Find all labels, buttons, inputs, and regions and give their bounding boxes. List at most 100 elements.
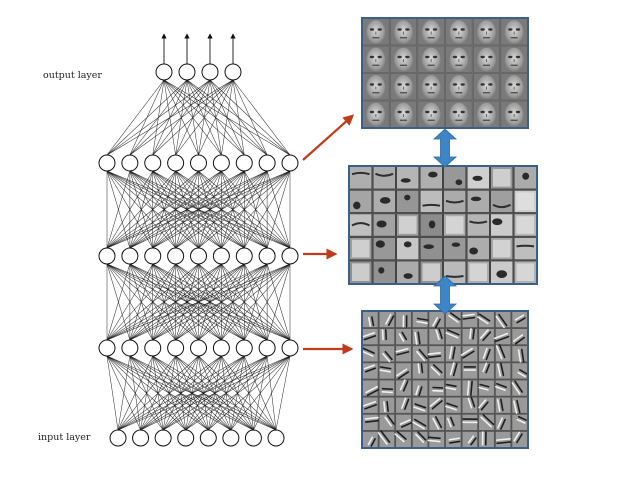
faces-panel-frame	[361, 17, 529, 129]
edge-feature-tile	[395, 328, 412, 346]
connection-edge	[106, 79, 188, 156]
hidden-unit	[167, 154, 185, 172]
edge-feature-tile	[511, 311, 528, 328]
part-feature-tile	[372, 213, 396, 237]
face-feature-tile	[389, 18, 418, 46]
edge-feature-tile	[477, 311, 495, 328]
connection-edge	[106, 79, 165, 156]
connection-edge	[244, 170, 291, 249]
connection-edge	[175, 263, 291, 341]
hidden-unit	[167, 247, 185, 265]
connection-edge	[117, 355, 199, 431]
edge-feature-tile	[478, 362, 495, 380]
edge-feature-tile	[461, 431, 479, 448]
edge-feature-tile	[461, 328, 479, 346]
part-feature-tile	[490, 260, 514, 284]
edge-feature-tile	[461, 379, 479, 397]
hidden-unit	[258, 339, 276, 357]
input-unit	[154, 429, 172, 447]
connection-edge	[129, 79, 234, 156]
output-layer-label: output layer	[43, 70, 102, 81]
connection-edge	[232, 79, 245, 156]
edge-feature-tile	[378, 362, 396, 380]
part-feature-tile	[513, 260, 537, 284]
part-feature-tile	[419, 213, 443, 237]
input-layer-label: input layer	[38, 432, 91, 443]
connection-edge	[106, 79, 234, 156]
connection-edge	[106, 170, 222, 249]
edge-feature-tile	[428, 379, 445, 397]
hidden-unit	[98, 154, 116, 172]
connection-edge	[129, 263, 291, 341]
layer-to-feature-arrows	[302, 114, 355, 355]
connection-edge	[221, 263, 291, 341]
input-unit	[132, 429, 150, 447]
edge-feature-tile	[362, 311, 379, 328]
connection-edge	[129, 170, 291, 249]
edge-feature-tile	[377, 430, 396, 448]
face-feature-tile	[362, 100, 390, 128]
edge-feature-tile	[378, 379, 396, 397]
edge-feature-tile	[445, 431, 462, 448]
red-arrow	[302, 114, 355, 161]
connection-edge	[266, 170, 291, 249]
part-feature-tile	[349, 213, 373, 237]
input-unit	[267, 429, 285, 447]
edge-feature-tile	[461, 413, 479, 431]
edge-feature-tile	[511, 431, 528, 448]
connection-edge	[106, 263, 131, 341]
part-feature-tile	[490, 213, 514, 237]
connection-edge	[106, 170, 176, 249]
connection-edge	[106, 263, 291, 341]
feature-hierarchy-arrows	[432, 128, 458, 315]
hidden-unit	[98, 247, 116, 265]
hidden-unit	[144, 154, 162, 172]
face-feature-tile	[417, 18, 445, 46]
edge-feature-tile	[411, 362, 429, 380]
edge-feature-tile	[427, 431, 445, 448]
part-feature-tile	[466, 189, 490, 213]
edge-feature-tile	[478, 431, 495, 448]
connection-edge	[106, 170, 245, 249]
hidden-unit	[212, 339, 230, 357]
connection-edge	[198, 263, 291, 341]
part-feature-tile	[396, 236, 420, 261]
hidden-unit	[144, 247, 162, 265]
part-feature-tile	[396, 189, 420, 213]
edge-feature-tile	[411, 431, 429, 448]
edge-feature-tile	[394, 430, 412, 448]
edge-feature-tile	[494, 311, 512, 329]
connection-edge	[117, 355, 131, 431]
edge-feature-tile	[478, 413, 495, 431]
connection-edge	[117, 355, 291, 431]
connection-edge	[232, 79, 291, 156]
edge-feature-tile	[445, 379, 462, 397]
face-feature-tile	[417, 45, 445, 73]
part-feature-tile	[443, 189, 467, 213]
part-feature-tile	[513, 166, 537, 190]
output-unit	[201, 63, 219, 81]
edge-feature-tile	[511, 362, 528, 380]
connection-edge	[106, 263, 245, 341]
connection-edge	[106, 170, 199, 249]
edge-feature-tile	[461, 311, 479, 328]
hidden-unit	[212, 154, 230, 172]
edge-feature-tile	[378, 413, 396, 431]
edge-feature-tile	[411, 311, 429, 328]
edge-feature-tile	[378, 328, 396, 346]
output-unit	[155, 63, 173, 81]
part-feature-tile	[349, 260, 373, 284]
output-unit	[178, 63, 196, 81]
part-feature-tile	[349, 189, 373, 213]
face-feature-tile	[472, 18, 501, 46]
edge-feature-tile	[395, 379, 412, 397]
connection-edge	[244, 263, 291, 341]
edge-feature-tile	[494, 362, 512, 380]
connection-edge	[106, 263, 268, 341]
connection-edge	[230, 355, 291, 431]
connection-edge	[106, 170, 153, 249]
part-feature-tile	[466, 166, 490, 190]
edge-feature-tile	[395, 413, 413, 431]
part-feature-tile	[466, 260, 490, 284]
edges-feature-panel	[360, 310, 529, 449]
